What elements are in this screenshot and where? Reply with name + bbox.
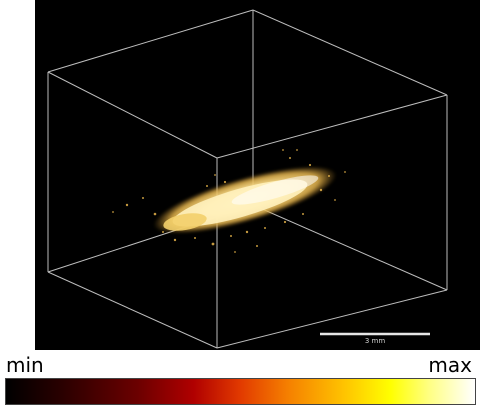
box-edge: [252, 204, 448, 291]
box-edge: [47, 271, 218, 349]
colorbar-min-label: min: [6, 353, 44, 377]
scale-bar-label: 3 mm: [364, 337, 386, 345]
box-edge: [252, 9, 448, 96]
volume-object: [112, 149, 346, 253]
box-edge: [47, 9, 254, 73]
colorbar: [5, 378, 476, 405]
render-svg: [47, 9, 448, 349]
scatter-points: [112, 149, 346, 253]
colorbar-max-label: max: [428, 353, 472, 377]
3d-volume-render: [35, 0, 480, 350]
bounding-box: [47, 9, 448, 349]
box-edge: [216, 289, 448, 349]
box-edge: [47, 71, 218, 159]
box-edge: [216, 94, 448, 159]
